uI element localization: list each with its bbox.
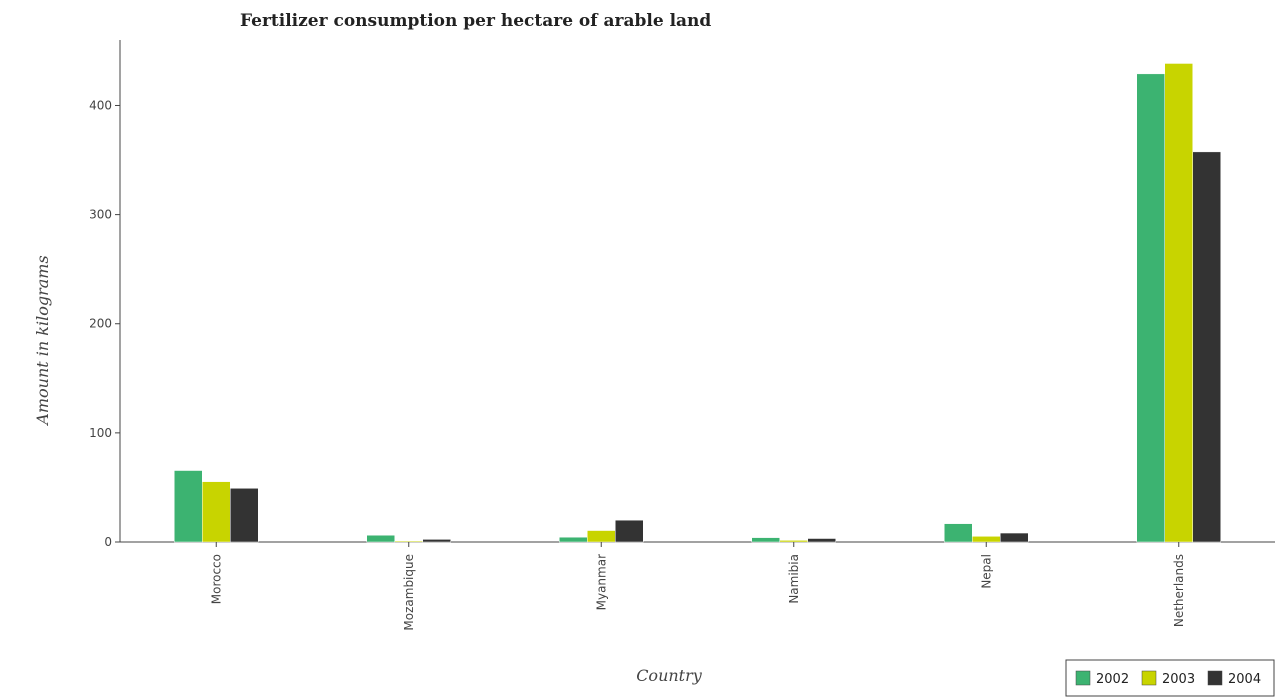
bars (174, 63, 1221, 543)
bar-2003-netherlands (1164, 63, 1193, 543)
bar-2002-namibia (751, 537, 780, 543)
x-tick-label: Nepal (979, 554, 993, 589)
chart-title: Fertilizer consumption per hectare of ar… (240, 11, 711, 31)
x-tick-label: Netherlands (1172, 554, 1186, 627)
x-tick-label: Myanmar (594, 554, 608, 610)
y-tick-label: 400 (89, 98, 112, 112)
bar-2002-nepal (944, 523, 973, 543)
bar-2003-morocco (202, 481, 231, 543)
bar-2003-myanmar (587, 530, 616, 543)
legend: 2002 2003 2004 (1065, 659, 1275, 697)
legend-swatch-2003 (1141, 670, 1157, 686)
legend-label-2002: 2002 (1096, 672, 1129, 687)
y-tick-label: 200 (89, 317, 112, 331)
y-axis-title: Amount in kilograms (33, 255, 52, 426)
bar-2004-morocco (230, 488, 259, 543)
bar-2004-netherlands (1192, 151, 1221, 543)
y-tick-label: 0 (104, 535, 112, 549)
y-ticks: 0 100 200 300 400 (89, 98, 120, 549)
axes (119, 40, 1275, 543)
x-tick-label: Mozambique (402, 554, 416, 631)
x-ticks: Morocco Mozambique Myanmar Namibia Nepal Neth… (209, 542, 1186, 631)
bar-2004-myanmar (615, 519, 644, 543)
bar-2004-mozambique (422, 539, 451, 543)
bar-2003-mozambique (394, 540, 423, 543)
y-tick-label: 100 (89, 426, 112, 440)
bar-2002-mozambique (366, 534, 395, 543)
legend-label-2004: 2004 (1228, 672, 1261, 687)
bar-2002-morocco (174, 470, 203, 543)
bar-2004-nepal (1000, 532, 1029, 543)
x-tick-label: Morocco (209, 554, 223, 604)
legend-swatch-2004 (1207, 670, 1223, 686)
x-axis-title: Country (636, 666, 703, 685)
y-tick-label: 300 (89, 208, 112, 222)
legend-label-2003: 2003 (1162, 672, 1195, 687)
legend-box (1065, 659, 1275, 697)
bar-2002-myanmar (559, 536, 588, 543)
bar-2003-nepal (972, 536, 1001, 543)
bar-2002-netherlands (1136, 73, 1165, 543)
legend-swatch-2002 (1075, 670, 1091, 686)
bar-2003-namibia (779, 540, 808, 543)
x-tick-label: Namibia (787, 554, 801, 604)
bar-2004-namibia (807, 538, 836, 543)
